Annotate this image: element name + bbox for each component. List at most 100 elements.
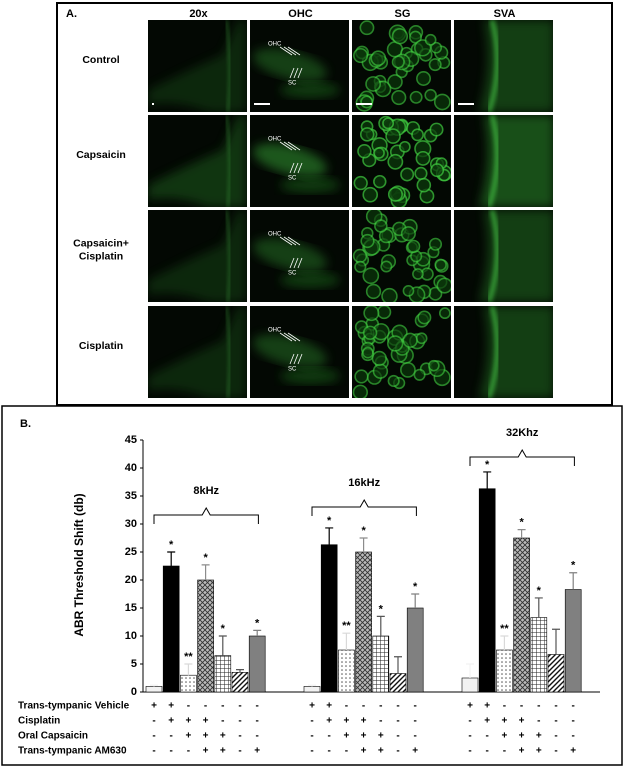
condition-sign: - [468, 746, 471, 757]
arrow [289, 162, 295, 174]
micrograph: OHC SC [250, 306, 349, 398]
tissue [479, 20, 553, 112]
cell [414, 166, 428, 181]
tissue-edge [225, 306, 232, 398]
error-bar [376, 615, 385, 636]
cell [391, 55, 405, 69]
cell [371, 350, 387, 367]
cell [436, 277, 451, 294]
micrograph-content [148, 210, 246, 302]
bar [478, 488, 496, 693]
condition-sign: + [467, 701, 473, 712]
arrow [283, 332, 297, 342]
cell [387, 374, 400, 388]
cell [373, 147, 385, 159]
error-bar [569, 572, 578, 590]
micrograph [454, 210, 553, 302]
condition-sign: - [328, 731, 331, 742]
cell [357, 144, 372, 159]
condition-sign: - [238, 746, 241, 757]
condition-sign: - [187, 701, 190, 712]
cell [400, 167, 415, 182]
cell [409, 30, 422, 44]
error-bar [483, 471, 492, 489]
error-bar [394, 656, 402, 674]
micrograph [148, 210, 247, 302]
error-bar [359, 537, 368, 552]
row-label: Cisplatin [79, 250, 123, 262]
tissue-edge [225, 20, 232, 112]
condition-sign: - [170, 731, 173, 742]
condition-sign: - [554, 731, 557, 742]
error-bar [218, 635, 227, 656]
condition-sign: + [203, 716, 209, 727]
significance-label: * [361, 525, 366, 537]
significance-label: * [379, 603, 384, 615]
error-bar [534, 597, 543, 618]
y-tick-label: 5 [131, 658, 137, 670]
bar [180, 674, 197, 693]
condition-sign: + [168, 716, 174, 727]
arrow [279, 332, 293, 342]
arrow [293, 162, 299, 174]
micrograph-content [148, 20, 246, 112]
condition-sign: - [379, 701, 382, 712]
condition-sign: - [152, 731, 155, 742]
error-bar [517, 529, 526, 538]
significance-label: * [571, 560, 576, 572]
condition-sign: + [220, 746, 226, 757]
arrow [297, 162, 303, 174]
cell [428, 359, 440, 372]
cell [434, 258, 447, 272]
arrow [293, 257, 299, 269]
y-tick-label: 20 [125, 574, 137, 586]
bar [338, 649, 355, 693]
cell [430, 163, 445, 178]
cell [402, 285, 415, 297]
panel-b-label: B. [20, 418, 31, 430]
condition-sign: + [326, 716, 332, 727]
micrograph [352, 115, 451, 207]
tissue [148, 115, 246, 207]
column-header: SG [395, 8, 411, 20]
significance-label: * [413, 581, 418, 593]
condition-sign: - [537, 701, 540, 712]
condition-sign: + [378, 731, 384, 742]
condition-sign: + [343, 731, 349, 742]
panel-a-label: A. [66, 8, 77, 20]
condition-sign: + [361, 731, 367, 742]
cell [374, 219, 388, 233]
tissue [280, 82, 340, 98]
condition-sign: - [328, 746, 331, 757]
error-bar [308, 684, 316, 687]
y-tick-label: 45 [125, 434, 137, 446]
micrograph [148, 306, 247, 398]
arrow [287, 236, 301, 246]
tissue [148, 210, 246, 302]
arrow [297, 257, 303, 269]
bar [372, 635, 390, 693]
error-bar [500, 635, 509, 650]
cell [428, 58, 442, 72]
cell [387, 74, 403, 90]
cell [402, 332, 418, 348]
micrograph-content: OHC SC [253, 232, 340, 288]
cell [400, 226, 416, 242]
significance-label: * [255, 617, 260, 629]
micrograph-content [148, 306, 246, 398]
condition-sign: + [412, 746, 418, 757]
arrow [297, 67, 303, 79]
error-bar [253, 629, 262, 636]
cell [413, 368, 426, 381]
cell [409, 90, 423, 104]
cell [372, 363, 389, 379]
micrograph: OHC SC [250, 20, 349, 112]
condition-sign: - [256, 716, 259, 727]
cell [439, 307, 451, 320]
cell [424, 33, 437, 46]
y-tick-label: 35 [125, 490, 137, 502]
condition-label: Cisplatin [18, 716, 60, 727]
cell [387, 186, 403, 202]
micrograph-content [479, 210, 553, 302]
condition-sign: - [572, 701, 575, 712]
